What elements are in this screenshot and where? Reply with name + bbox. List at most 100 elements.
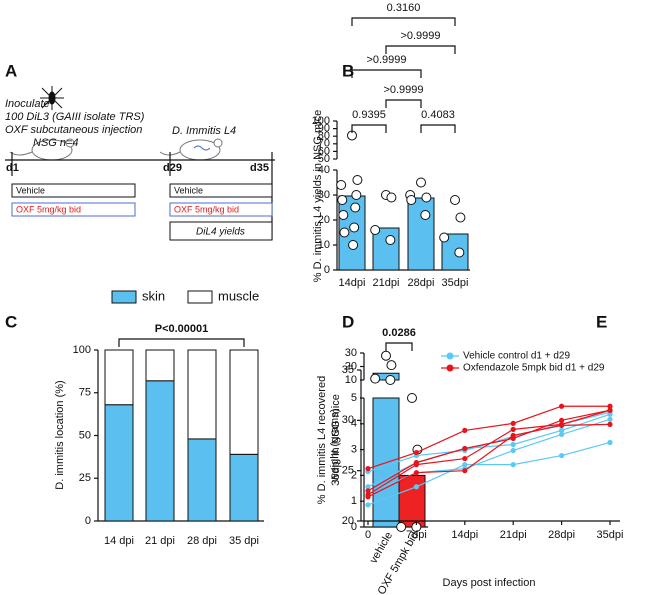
y-tick-label: 20 <box>345 360 357 372</box>
p-value: >0.9999 <box>366 54 406 66</box>
data-point <box>339 227 350 238</box>
significance-bracket <box>351 17 456 26</box>
timepoint: d29 <box>163 162 182 174</box>
legend-swatch <box>111 290 137 304</box>
p-value: 0.4083 <box>421 109 455 121</box>
y-tick-label: 10 <box>345 374 357 386</box>
y-tick-label: 2 <box>351 469 357 481</box>
data-point <box>439 232 450 243</box>
significance-bracket <box>351 69 422 78</box>
y-tick-label: 35 <box>342 364 354 376</box>
readout: DiL4 yields <box>196 227 245 238</box>
x-axis-label: Days post infection <box>443 577 536 589</box>
data-point <box>338 210 349 220</box>
data-point <box>365 502 371 508</box>
data-point <box>385 375 396 385</box>
diagram-text: OXF subcutaneous injection <box>5 124 142 136</box>
series-line <box>367 423 611 498</box>
y-tick-label: 0 <box>324 264 330 276</box>
data-point <box>413 470 419 476</box>
data-point <box>349 222 360 233</box>
data-point <box>510 447 516 454</box>
diagram-text: 100 DiL3 (GAIII isolate TRS) <box>5 111 145 123</box>
data-point <box>607 403 613 409</box>
bar-segment <box>187 349 217 440</box>
bar <box>407 197 435 271</box>
y-tick-label: 60 <box>318 145 330 157</box>
y-tick-label: 70 <box>318 138 330 150</box>
x-tick-label: 14dpi <box>451 529 478 541</box>
treatment: OXF 5mg/kg bid <box>174 204 239 214</box>
data-point <box>370 225 381 235</box>
p-value: P<0.00001 <box>155 323 209 335</box>
panel-label: D <box>342 312 354 331</box>
bar-segment <box>145 349 175 382</box>
bar-segment <box>187 438 217 522</box>
y-tick-label: 90 <box>318 123 330 135</box>
data-point <box>413 460 419 466</box>
data-point <box>510 420 516 426</box>
data-point <box>559 417 565 423</box>
data-point <box>559 427 565 433</box>
data-point <box>385 235 396 245</box>
data-point <box>413 484 419 490</box>
x-tick-label: 28dpi <box>548 529 575 541</box>
y-tick-label: 20 <box>342 515 354 527</box>
data-point <box>462 462 468 468</box>
timepoint: d1 <box>6 162 19 174</box>
treatment: OXF 5mg/kg bid <box>16 204 81 214</box>
y-tick-label: 40 <box>318 164 330 176</box>
data-point <box>462 427 468 433</box>
x-tick-label: 35dpi <box>597 529 624 541</box>
series-line <box>367 409 611 492</box>
panel-label: A <box>5 61 17 80</box>
data-point <box>510 435 516 442</box>
y-tick-label: 1 <box>351 495 357 507</box>
data-point <box>406 195 417 205</box>
treatment-box <box>11 202 136 217</box>
data-point <box>420 210 431 220</box>
y-tick-label: 30 <box>345 347 357 359</box>
series-line <box>367 441 611 506</box>
y-tick-label: 20 <box>318 214 330 226</box>
diagram-text: NSG n=4 <box>33 137 79 149</box>
y-tick-label: 50 <box>79 429 91 441</box>
p-value: >0.9999 <box>400 30 440 42</box>
bar-segment <box>104 404 134 522</box>
legend-marker <box>446 364 454 372</box>
y-tick-label: 4 <box>351 418 357 430</box>
bar <box>372 227 400 271</box>
y-tick-label: 75 <box>79 387 91 399</box>
mosquito-icon <box>40 86 64 110</box>
y-tick-label: 30 <box>342 414 354 426</box>
data-point <box>455 212 466 223</box>
data-point <box>350 202 361 213</box>
y-tick-label: 3 <box>351 444 357 456</box>
diagram-text: Inoculate <box>5 98 50 110</box>
x-tick-label: 35dpi <box>442 277 469 289</box>
data-point <box>421 192 432 203</box>
y-axis-label: % D. immitis L4 yields in NSG mice <box>312 110 324 282</box>
legend-label: muscle <box>218 288 259 303</box>
series-line <box>367 405 610 470</box>
data-point <box>559 422 565 428</box>
p-value: 0.9395 <box>352 109 386 121</box>
data-point <box>462 468 468 474</box>
treatment-box <box>11 183 136 198</box>
x-tick-label: 35 dpi <box>229 535 259 547</box>
significance-bracket <box>385 342 413 351</box>
data-point <box>352 175 363 185</box>
x-tick-label: 28 dpi <box>187 535 217 547</box>
data-point <box>510 426 516 432</box>
readout-box <box>169 221 273 241</box>
data-point <box>365 484 371 490</box>
data-point <box>365 494 371 500</box>
data-point <box>454 247 465 258</box>
x-tick-label: 21dpi <box>373 277 400 289</box>
data-point <box>607 439 613 446</box>
data-point <box>365 466 371 472</box>
y-axis-label: % D. immitis L4 recovered <box>316 376 328 504</box>
data-point <box>416 177 426 188</box>
x-tick-label: vehicle <box>368 530 396 566</box>
